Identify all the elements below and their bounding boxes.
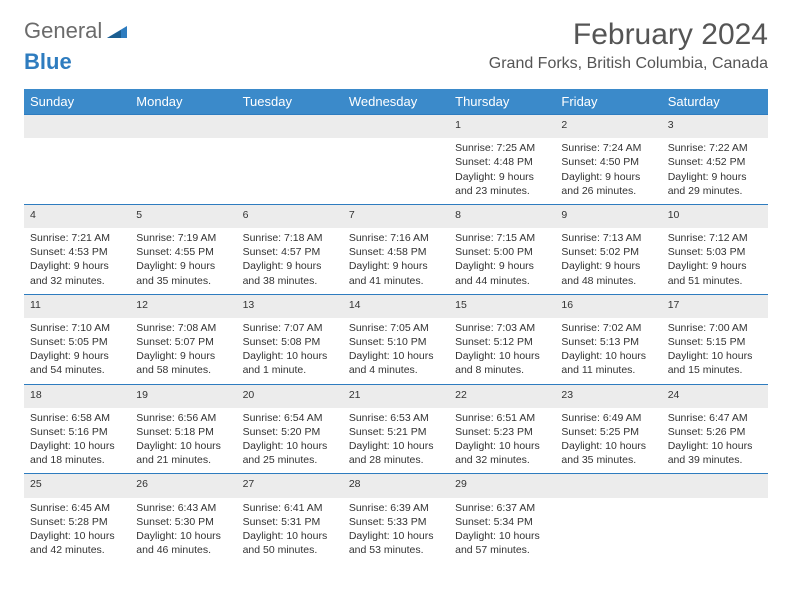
- day-detail-cell: Sunrise: 7:18 AMSunset: 4:57 PMDaylight:…: [237, 228, 343, 294]
- day-detail-cell: Sunrise: 6:39 AMSunset: 5:33 PMDaylight:…: [343, 498, 449, 564]
- calendar-table: SundayMondayTuesdayWednesdayThursdayFrid…: [24, 89, 768, 563]
- day-detail-cell: Sunrise: 7:19 AMSunset: 4:55 PMDaylight:…: [130, 228, 236, 294]
- day-number-cell: 26: [130, 474, 236, 498]
- day-detail-cell: Sunrise: 7:21 AMSunset: 4:53 PMDaylight:…: [24, 228, 130, 294]
- day-number-cell: 4: [24, 204, 130, 228]
- day-number-cell: 12: [130, 294, 236, 318]
- day-of-week-header: Monday: [130, 89, 236, 115]
- day-number-cell: 7: [343, 204, 449, 228]
- day-number-cell: 5: [130, 204, 236, 228]
- day-detail-cell: Sunrise: 7:05 AMSunset: 5:10 PMDaylight:…: [343, 318, 449, 384]
- day-of-week-header: Friday: [555, 89, 661, 115]
- day-number-cell: 1: [449, 115, 555, 139]
- day-detail-cell: Sunrise: 7:12 AMSunset: 5:03 PMDaylight:…: [662, 228, 768, 294]
- logo-text-blue: Blue: [24, 49, 72, 75]
- day-detail-cell: [662, 498, 768, 564]
- day-number-cell: 9: [555, 204, 661, 228]
- day-detail-cell: Sunrise: 6:56 AMSunset: 5:18 PMDaylight:…: [130, 408, 236, 474]
- logo-text-general: General: [24, 18, 102, 44]
- day-number-row: 45678910: [24, 204, 768, 228]
- day-detail-cell: Sunrise: 6:43 AMSunset: 5:30 PMDaylight:…: [130, 498, 236, 564]
- day-detail-cell: Sunrise: 7:13 AMSunset: 5:02 PMDaylight:…: [555, 228, 661, 294]
- day-detail-cell: [343, 138, 449, 204]
- day-of-week-header: Thursday: [449, 89, 555, 115]
- month-title: February 2024: [489, 18, 768, 52]
- day-number-cell: [237, 115, 343, 139]
- day-number-cell: 14: [343, 294, 449, 318]
- day-number-cell: [555, 474, 661, 498]
- day-detail-cell: [237, 138, 343, 204]
- day-number-cell: 8: [449, 204, 555, 228]
- day-detail-cell: Sunrise: 7:03 AMSunset: 5:12 PMDaylight:…: [449, 318, 555, 384]
- day-detail-cell: Sunrise: 6:51 AMSunset: 5:23 PMDaylight:…: [449, 408, 555, 474]
- day-detail-row: Sunrise: 7:10 AMSunset: 5:05 PMDaylight:…: [24, 318, 768, 384]
- calendar-body: 123 Sunrise: 7:25 AMSunset: 4:48 PMDayli…: [24, 115, 768, 564]
- day-number-cell: [343, 115, 449, 139]
- day-number-row: 18192021222324: [24, 384, 768, 408]
- day-detail-cell: Sunrise: 6:49 AMSunset: 5:25 PMDaylight:…: [555, 408, 661, 474]
- day-detail-cell: Sunrise: 7:02 AMSunset: 5:13 PMDaylight:…: [555, 318, 661, 384]
- day-number-row: 11121314151617: [24, 294, 768, 318]
- day-detail-row: Sunrise: 6:45 AMSunset: 5:28 PMDaylight:…: [24, 498, 768, 564]
- day-number-cell: 3: [662, 115, 768, 139]
- day-detail-cell: Sunrise: 7:07 AMSunset: 5:08 PMDaylight:…: [237, 318, 343, 384]
- day-detail-row: Sunrise: 6:58 AMSunset: 5:16 PMDaylight:…: [24, 408, 768, 474]
- day-detail-cell: Sunrise: 6:37 AMSunset: 5:34 PMDaylight:…: [449, 498, 555, 564]
- logo: General: [24, 18, 129, 44]
- day-number-cell: 24: [662, 384, 768, 408]
- day-detail-cell: Sunrise: 7:22 AMSunset: 4:52 PMDaylight:…: [662, 138, 768, 204]
- day-number-cell: 10: [662, 204, 768, 228]
- day-detail-cell: Sunrise: 6:47 AMSunset: 5:26 PMDaylight:…: [662, 408, 768, 474]
- day-number-cell: [662, 474, 768, 498]
- day-number-cell: 13: [237, 294, 343, 318]
- day-detail-cell: [24, 138, 130, 204]
- day-of-week-header: Wednesday: [343, 89, 449, 115]
- day-detail-cell: Sunrise: 7:10 AMSunset: 5:05 PMDaylight:…: [24, 318, 130, 384]
- day-of-week-header: Tuesday: [237, 89, 343, 115]
- day-number-cell: 21: [343, 384, 449, 408]
- day-detail-cell: [130, 138, 236, 204]
- day-number-row: 2526272829: [24, 474, 768, 498]
- title-block: February 2024 Grand Forks, British Colum…: [489, 18, 768, 73]
- day-detail-cell: Sunrise: 6:53 AMSunset: 5:21 PMDaylight:…: [343, 408, 449, 474]
- day-detail-row: Sunrise: 7:25 AMSunset: 4:48 PMDaylight:…: [24, 138, 768, 204]
- day-detail-cell: Sunrise: 6:45 AMSunset: 5:28 PMDaylight:…: [24, 498, 130, 564]
- day-number-cell: 15: [449, 294, 555, 318]
- location: Grand Forks, British Columbia, Canada: [489, 55, 768, 73]
- day-number-cell: 23: [555, 384, 661, 408]
- day-number-cell: [130, 115, 236, 139]
- day-detail-row: Sunrise: 7:21 AMSunset: 4:53 PMDaylight:…: [24, 228, 768, 294]
- day-number-cell: 27: [237, 474, 343, 498]
- calendar-head: SundayMondayTuesdayWednesdayThursdayFrid…: [24, 89, 768, 115]
- day-detail-cell: Sunrise: 7:24 AMSunset: 4:50 PMDaylight:…: [555, 138, 661, 204]
- day-detail-cell: Sunrise: 6:54 AMSunset: 5:20 PMDaylight:…: [237, 408, 343, 474]
- day-number-cell: [24, 115, 130, 139]
- day-detail-cell: Sunrise: 7:08 AMSunset: 5:07 PMDaylight:…: [130, 318, 236, 384]
- day-of-week-header: Sunday: [24, 89, 130, 115]
- day-number-cell: 6: [237, 204, 343, 228]
- day-number-cell: 20: [237, 384, 343, 408]
- day-detail-cell: Sunrise: 6:58 AMSunset: 5:16 PMDaylight:…: [24, 408, 130, 474]
- day-detail-cell: Sunrise: 7:16 AMSunset: 4:58 PMDaylight:…: [343, 228, 449, 294]
- logo-triangle-icon: [107, 18, 127, 44]
- day-number-cell: 29: [449, 474, 555, 498]
- day-number-cell: 18: [24, 384, 130, 408]
- day-of-week-header: Saturday: [662, 89, 768, 115]
- day-of-week-row: SundayMondayTuesdayWednesdayThursdayFrid…: [24, 89, 768, 115]
- day-number-cell: 2: [555, 115, 661, 139]
- day-detail-cell: Sunrise: 7:15 AMSunset: 5:00 PMDaylight:…: [449, 228, 555, 294]
- day-number-cell: 22: [449, 384, 555, 408]
- day-detail-cell: [555, 498, 661, 564]
- day-detail-cell: Sunrise: 7:00 AMSunset: 5:15 PMDaylight:…: [662, 318, 768, 384]
- day-number-cell: 17: [662, 294, 768, 318]
- day-number-row: 123: [24, 115, 768, 139]
- day-number-cell: 11: [24, 294, 130, 318]
- day-detail-cell: Sunrise: 7:25 AMSunset: 4:48 PMDaylight:…: [449, 138, 555, 204]
- day-detail-cell: Sunrise: 6:41 AMSunset: 5:31 PMDaylight:…: [237, 498, 343, 564]
- day-number-cell: 19: [130, 384, 236, 408]
- day-number-cell: 25: [24, 474, 130, 498]
- day-number-cell: 28: [343, 474, 449, 498]
- day-number-cell: 16: [555, 294, 661, 318]
